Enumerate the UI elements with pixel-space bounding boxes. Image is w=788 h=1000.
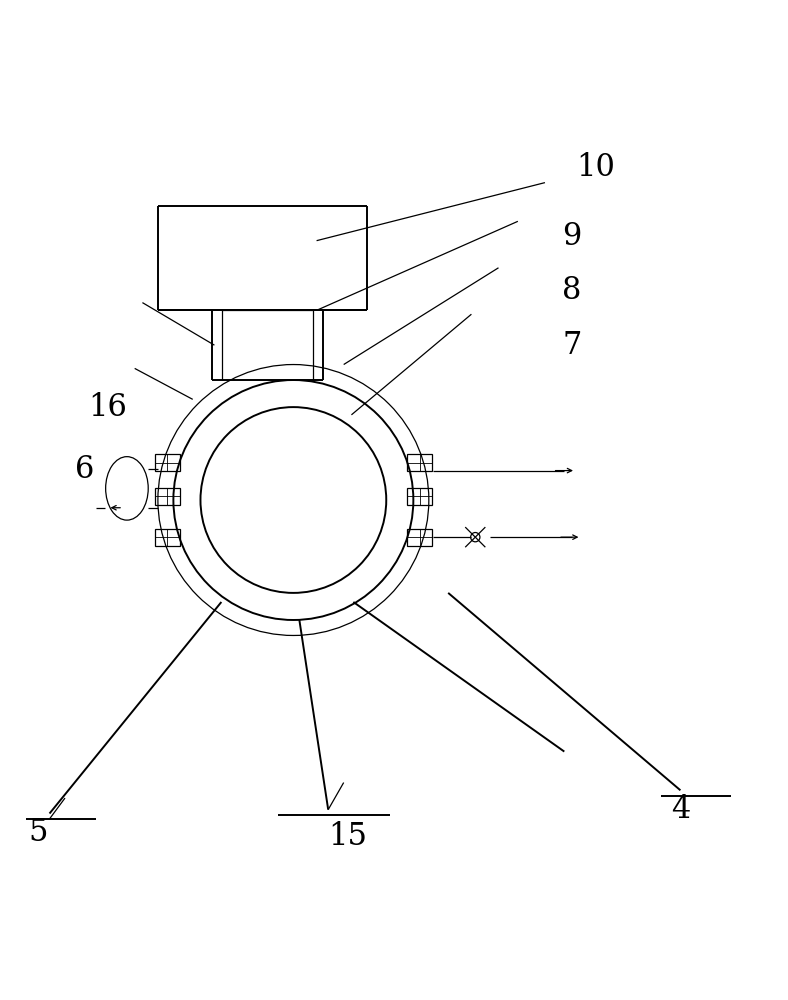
Text: 10: 10: [576, 152, 615, 183]
Text: 4: 4: [671, 794, 690, 825]
Bar: [407, 454, 432, 471]
Text: 6: 6: [75, 454, 94, 485]
Text: 16: 16: [88, 392, 127, 423]
Text: 7: 7: [563, 330, 582, 361]
Bar: [407, 488, 432, 505]
Bar: [154, 454, 180, 471]
Bar: [154, 488, 180, 505]
Bar: [154, 529, 180, 546]
Bar: [407, 529, 432, 546]
Text: 15: 15: [328, 821, 367, 852]
Text: 5: 5: [28, 817, 47, 848]
Text: 9: 9: [563, 221, 582, 252]
Text: 8: 8: [563, 275, 582, 306]
